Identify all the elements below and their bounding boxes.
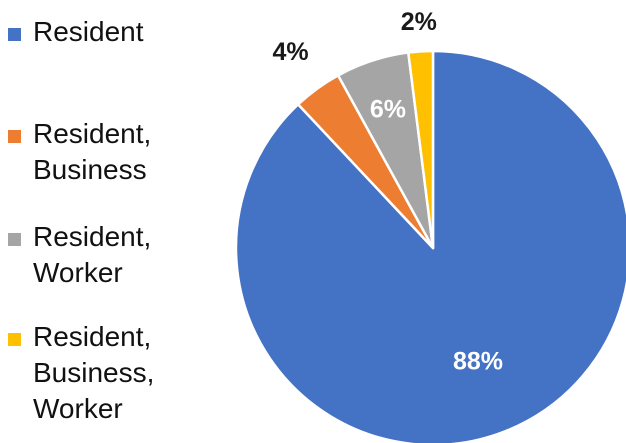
legend-label-resident: Resident (33, 16, 144, 47)
legend-item-resident: Resident (8, 14, 144, 50)
legend-swatch-resident-business-worker (8, 333, 21, 346)
data-label-resident-worker: 6% (370, 95, 406, 123)
data-label-resident-business-worker: 2% (401, 8, 437, 36)
legend-swatch-resident-worker (8, 233, 21, 246)
legend-label-resident-business-worker: Resident, Business, Worker (33, 321, 155, 424)
pie-slices (234, 49, 626, 443)
legend-swatch-resident-business (8, 130, 21, 143)
pie-slice-resident-business-worker (407, 49, 435, 250)
data-label-resident-business: 4% (273, 38, 309, 66)
legend-item-resident-worker: Resident, Worker (8, 219, 151, 291)
legend-item-resident-business: Resident, Business (8, 116, 151, 188)
legend-item-resident-business-worker: Resident, Business, Worker (8, 319, 154, 427)
legend-label-resident-business: Resident, Business (33, 118, 152, 185)
data-label-resident: 88% (453, 348, 503, 376)
legend-label-resident-worker: Resident, Worker (33, 221, 152, 288)
legend-swatch-resident (8, 28, 21, 41)
pie-data-labels: 88% 4% 6% 2% (273, 8, 503, 376)
